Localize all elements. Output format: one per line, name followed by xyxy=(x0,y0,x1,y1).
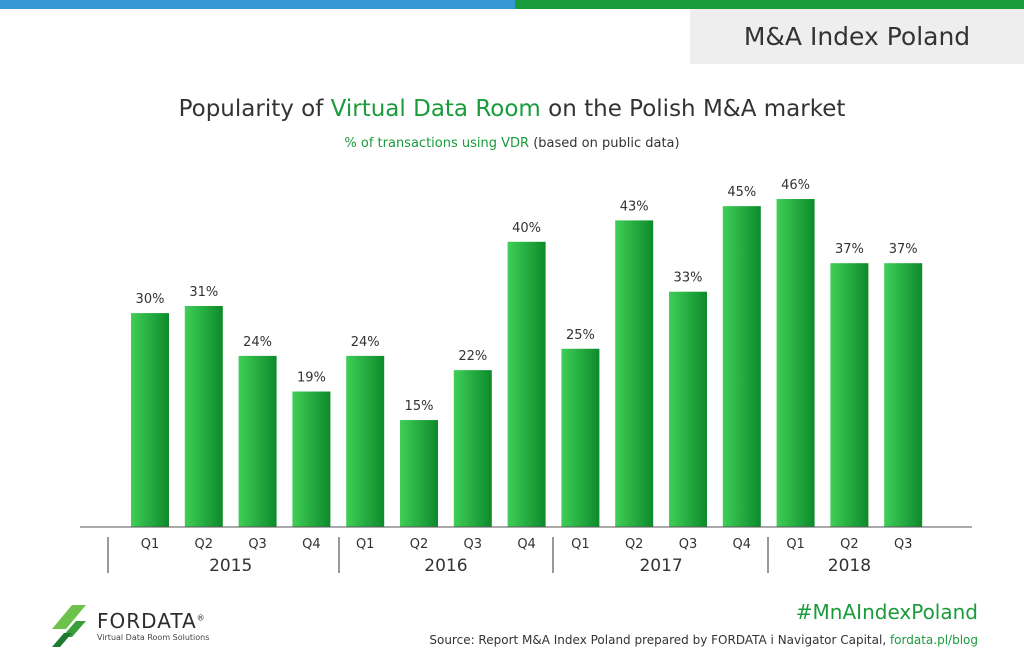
year-group-label: 2018 xyxy=(828,556,871,576)
bar-value-label: 22% xyxy=(458,349,487,364)
chart-subtitle: % of transactions using VDR (based on pu… xyxy=(0,136,1024,151)
x-tick-label: Q4 xyxy=(733,537,752,552)
x-tick-label: Q3 xyxy=(894,537,913,552)
bar-7 xyxy=(507,241,546,528)
bar-1 xyxy=(184,305,223,527)
x-tick-label: Q1 xyxy=(141,537,160,552)
header-badge-text: M&A Index Poland xyxy=(743,22,971,51)
bar-value-label: 24% xyxy=(243,335,272,350)
x-tick-label: Q3 xyxy=(464,537,483,552)
x-tick-label: Q2 xyxy=(625,537,644,552)
source-text: Source: Report M&A Index Poland prepared… xyxy=(429,633,890,647)
bar-value-label: 37% xyxy=(889,242,918,257)
bar-value-label: 15% xyxy=(405,399,434,414)
top-accent-bar-blue xyxy=(0,0,515,9)
brand-name-text: FORDATA xyxy=(97,609,197,633)
bar-0 xyxy=(131,313,169,527)
x-tick-label: Q3 xyxy=(248,537,267,552)
bar-value-label: 43% xyxy=(620,199,649,214)
title-suffix: on the Polish M&A market xyxy=(540,96,846,122)
bar-value-label: 45% xyxy=(727,185,756,200)
x-tick-label: Q1 xyxy=(356,537,375,552)
bar-value-label: 40% xyxy=(512,221,541,236)
brand-tagline: Virtual Data Room Solutions xyxy=(97,633,210,642)
subtitle-rest: (based on public data) xyxy=(529,136,680,151)
x-tick-label: Q3 xyxy=(679,537,698,552)
x-tick-label: Q1 xyxy=(571,537,590,552)
bar-8 xyxy=(561,348,600,527)
bar-14 xyxy=(884,263,923,527)
bar-12 xyxy=(776,199,815,527)
bar-5 xyxy=(400,420,438,527)
x-tick-label: Q1 xyxy=(786,537,805,552)
year-group-label: 2015 xyxy=(209,556,252,576)
top-accent-bar-green xyxy=(515,0,1024,9)
hashtag: #MnAIndexPoland xyxy=(795,600,978,624)
bar-11 xyxy=(722,206,761,527)
x-tick-label: Q4 xyxy=(517,537,536,552)
bar-10 xyxy=(669,291,707,527)
header-badge: M&A Index Poland xyxy=(690,9,1024,64)
subtitle-highlight: % of transactions using VDR xyxy=(344,136,530,151)
brand-name: FORDATA® xyxy=(97,609,206,633)
bar-6 xyxy=(453,370,492,527)
x-tick-label: Q2 xyxy=(195,537,214,552)
x-tick-label: Q2 xyxy=(840,537,859,552)
bar-value-label: 30% xyxy=(136,292,165,307)
bar-13 xyxy=(830,263,869,527)
year-group-label: 2017 xyxy=(639,556,682,576)
bar-3 xyxy=(292,391,331,527)
bar-9 xyxy=(615,220,654,527)
bar-value-label: 25% xyxy=(566,328,595,343)
bar-value-label: 37% xyxy=(835,242,864,257)
source-link[interactable]: fordata.pl/blog xyxy=(889,633,978,647)
bar-4 xyxy=(346,355,385,527)
brand-registered-mark: ® xyxy=(196,613,206,623)
bar-chart: 30% 31% 24% 19% 24% 15% 22% 40% 25% 43% 33% 45% 46% 3… xyxy=(80,178,972,576)
bar-value-label: 19% xyxy=(297,371,326,386)
x-tick-label: Q2 xyxy=(410,537,429,552)
source-note: Source: Report M&A Index Poland prepared… xyxy=(429,633,978,647)
bar-value-label: 33% xyxy=(674,271,703,286)
title-prefix: Popularity of xyxy=(178,96,331,122)
bar-value-label: 24% xyxy=(351,335,380,350)
bar-value-label: 46% xyxy=(781,178,810,193)
year-group-label: 2016 xyxy=(424,556,467,576)
title-highlight: Virtual Data Room xyxy=(330,96,541,122)
fordata-logo-icon xyxy=(52,605,86,647)
chart-title: Popularity of Virtual Data Room on the P… xyxy=(0,96,1024,122)
x-tick-label: Q4 xyxy=(302,537,321,552)
bar-value-label: 31% xyxy=(189,285,218,300)
bar-2 xyxy=(238,355,277,527)
